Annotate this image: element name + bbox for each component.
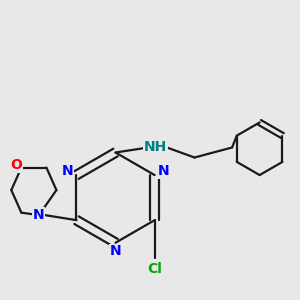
- Text: NH: NH: [144, 140, 167, 154]
- Text: Cl: Cl: [147, 262, 162, 276]
- Text: N: N: [62, 164, 74, 178]
- Text: N: N: [33, 208, 45, 222]
- Text: N: N: [158, 164, 169, 178]
- Text: O: O: [11, 158, 22, 172]
- Text: N: N: [110, 244, 122, 259]
